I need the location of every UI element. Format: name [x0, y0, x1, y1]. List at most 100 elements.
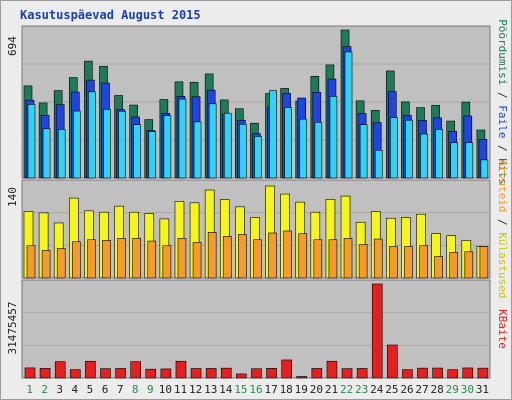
y-max-label-1: 694: [6, 36, 19, 56]
pages-bar: [420, 133, 428, 179]
sites-bar: [117, 238, 126, 279]
pages-bar: [148, 131, 157, 179]
kbytes-bar: [417, 367, 428, 379]
kbytes-bar: [341, 368, 353, 379]
x-tick-label: 1: [26, 383, 33, 396]
x-tick-label: 11: [174, 383, 187, 396]
pages-bar: [103, 109, 111, 179]
x-tick-label: 24: [370, 383, 384, 396]
sites-bar: [404, 246, 413, 279]
kbytes-bar: [54, 361, 66, 379]
pages-bar: [208, 103, 217, 179]
x-tick-label: 4: [72, 383, 79, 396]
sites-bar: [434, 256, 443, 279]
kbytes-bar: [100, 368, 111, 379]
sites-bar: [389, 246, 398, 279]
y-tick-labels: 694 140 31475457: [6, 36, 19, 355]
sites-bar: [449, 252, 459, 279]
legend-label: Pöördumisi: [496, 19, 509, 85]
pages-bar: [27, 104, 36, 179]
pages-bar: [193, 121, 202, 179]
kbytes-bar: [205, 368, 217, 379]
pages-bar: [239, 123, 247, 179]
kbytes-bar: [281, 359, 292, 379]
pages-bar: [405, 119, 413, 179]
pages-bar: [390, 117, 398, 179]
sites-bar: [479, 246, 489, 279]
sites-bar: [56, 248, 66, 279]
sites-bar: [358, 244, 368, 279]
legend-label: Külastused: [496, 232, 509, 298]
x-tick-label: 13: [204, 383, 217, 396]
pages-bar: [374, 149, 383, 179]
kbytes-bar: [220, 367, 232, 379]
panel-3: [21, 279, 491, 379]
kbytes-bar: [447, 369, 459, 379]
sites-bar: [41, 250, 51, 279]
legend-label: Hits: [496, 158, 509, 185]
pages-bar: [118, 110, 126, 179]
chart-title: Kasutuspäevad August 2015: [20, 8, 201, 22]
pages-bar: [314, 122, 323, 179]
pages-bar: [480, 159, 489, 179]
pages-bar: [133, 124, 141, 179]
x-tick-label: 20: [310, 383, 323, 396]
x-tick-label: 22: [340, 383, 353, 396]
kbytes-bar: [130, 361, 141, 379]
y-max-label-3: 31475457: [6, 302, 19, 355]
pages-bar: [254, 136, 262, 179]
right-label-panel-2: Arvuteid / Külastused: [496, 159, 509, 298]
x-tick-label: 6: [102, 383, 109, 396]
x-tick-label: 15: [234, 383, 247, 396]
x-tick-label: 17: [264, 383, 277, 396]
sites-bar: [464, 251, 474, 279]
legend-label: Arvuteid: [496, 159, 509, 212]
right-label-panel-1: Pöördumisi / Faile / Hits: [496, 19, 509, 185]
pages-bar: [88, 91, 96, 179]
kbytes-bar: [39, 368, 51, 379]
kbytes-bar: [462, 367, 474, 379]
kbytes-bar: [402, 369, 413, 379]
kbytes-bar: [85, 360, 96, 379]
x-tick-label: 10: [159, 383, 172, 396]
x-tick-label: 5: [87, 383, 94, 396]
pages-bar: [223, 112, 232, 179]
sites-bar: [222, 236, 232, 279]
sites-bar: [147, 240, 157, 279]
x-tick-label: 31: [476, 383, 489, 396]
kbytes-bar: [190, 368, 202, 379]
pages-bar: [435, 129, 443, 179]
x-tick-label: 16: [249, 383, 262, 396]
sites-bar: [373, 238, 383, 279]
x-tick-label: 3: [56, 383, 63, 396]
kbytes-bar: [266, 368, 277, 379]
pages-bar: [72, 110, 81, 179]
sites-bar: [298, 233, 308, 279]
pages-bar: [57, 129, 66, 179]
chart-bars: [23, 29, 489, 379]
kbytes-bar: [387, 344, 398, 379]
kbytes-bar: [296, 376, 308, 379]
sites-bar: [192, 242, 202, 279]
sites-bar: [87, 239, 96, 279]
sites-bar: [343, 238, 353, 279]
pages-bar: [42, 128, 51, 179]
kbytes-bar: [236, 373, 247, 379]
x-tick-label: 14: [219, 383, 233, 396]
kbytes-bar: [477, 367, 489, 379]
kbytes-bar: [175, 360, 187, 379]
kbytes-bar: [251, 368, 262, 379]
x-tick-label: 2: [41, 383, 48, 396]
legend-label: Faile: [496, 105, 509, 138]
x-tick-label: 28: [431, 383, 444, 396]
kbytes-bar: [160, 368, 172, 379]
pages-bar: [299, 118, 308, 179]
kbytes-bar: [371, 283, 383, 379]
x-tick-label: 12: [189, 383, 202, 396]
kbytes-bar: [326, 360, 338, 379]
sites-bar: [132, 238, 141, 279]
x-tick-label: 25: [385, 383, 398, 396]
x-tick-label: 21: [325, 383, 338, 396]
